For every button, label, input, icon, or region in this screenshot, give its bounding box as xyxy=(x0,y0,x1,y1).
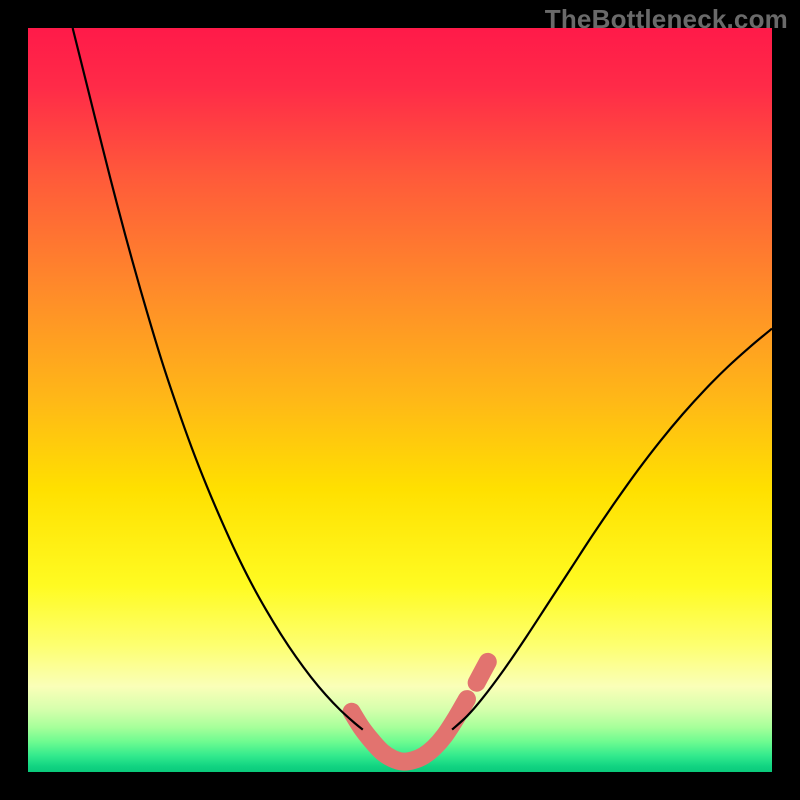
right-curve xyxy=(452,329,772,730)
chart-stage: TheBottleneck.com xyxy=(0,0,800,800)
watermark-text: TheBottleneck.com xyxy=(545,4,788,35)
valley-marker xyxy=(352,699,467,762)
curve-layer xyxy=(0,0,800,800)
left-curve xyxy=(73,28,363,730)
valley-marker-right-segment xyxy=(477,662,488,683)
